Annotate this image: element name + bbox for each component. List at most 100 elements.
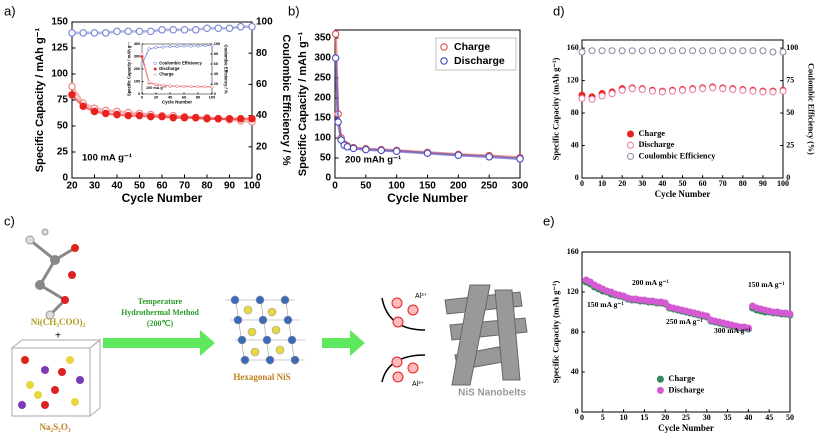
chart: 0 20 40 60 80 1000100200300400020406080100Cyc… xyxy=(126,41,228,105)
y2-tick-label: 40 xyxy=(256,110,268,121)
method-line: Temperature xyxy=(138,297,183,306)
y-tick-label: 300 xyxy=(134,54,141,59)
legend-label: Discharge xyxy=(159,66,180,71)
data-point xyxy=(182,84,186,88)
y2-tick-label: 0 xyxy=(214,91,217,96)
y-axis-label: Specific Capacity / mAh g⁻¹ xyxy=(34,28,46,173)
data-point xyxy=(203,43,207,48)
data-point xyxy=(169,26,178,34)
x-axis-label: Cycle Number xyxy=(658,423,714,433)
y-tick-label: 200 xyxy=(134,66,141,71)
y2-tick-label: 100 xyxy=(214,41,221,46)
y-tick-label: 0 xyxy=(62,173,68,184)
x-tick-label: 40 xyxy=(168,94,173,99)
x-tick-label: 70 xyxy=(719,179,727,188)
x-tick-label: 10 xyxy=(620,413,628,422)
y-tick-label: 160 xyxy=(567,43,579,52)
panel-label: c) xyxy=(4,213,15,228)
data-point xyxy=(608,90,616,98)
data-point xyxy=(749,87,757,95)
data-point xyxy=(140,62,144,66)
data-point xyxy=(158,26,166,34)
y2-tick-label: 0 xyxy=(256,173,262,184)
legend-marker xyxy=(153,61,157,65)
x-tick-label: 20 xyxy=(154,94,159,99)
data-point xyxy=(154,45,158,50)
product: Hexagonal NiS xyxy=(233,372,290,382)
legend-marker xyxy=(656,386,664,394)
data-point xyxy=(739,86,747,94)
y2-tick-label: 100 xyxy=(786,43,798,52)
x-tick-label: 0 xyxy=(141,94,144,99)
data-point xyxy=(79,29,88,37)
y-tick-label: 100 xyxy=(314,133,331,144)
legend-label: Charge xyxy=(454,41,490,53)
annotation: 200 mAh g⁻¹ xyxy=(345,155,401,166)
y-tick-label: 150 xyxy=(314,113,331,124)
data-point xyxy=(191,113,200,122)
annotation: 150 mA g⁻¹ xyxy=(587,300,624,309)
data-point xyxy=(678,47,687,55)
data-point xyxy=(678,86,687,94)
y-tick-label: 25 xyxy=(57,147,69,158)
y-tick-label: 160 xyxy=(567,247,579,256)
data-point xyxy=(578,48,586,56)
x-tick-label: 60 xyxy=(156,181,168,192)
data-point xyxy=(124,27,133,36)
x-axis-label: Cycle Number xyxy=(655,189,711,199)
x-tick-label: 30 xyxy=(89,181,101,192)
y2-tick-label: 60 xyxy=(214,61,219,66)
chart: b) 0 50 100 150 200 250 300 0 50 100 150 200 250 300 35… xyxy=(288,3,529,205)
x-tick-label: 40 xyxy=(744,413,752,422)
ion-label: Al³⁺ xyxy=(412,381,425,388)
x-tick-label: 20 xyxy=(66,181,78,192)
x-tick-label: 100 xyxy=(388,181,405,192)
data-point xyxy=(236,22,245,31)
data-point xyxy=(759,47,767,55)
data-point xyxy=(161,83,165,87)
y2-tick-label: 25 xyxy=(786,140,794,149)
data-point xyxy=(392,147,401,155)
data-point xyxy=(668,47,676,55)
y-tick-label: 40 xyxy=(571,367,579,376)
data-point xyxy=(248,22,256,31)
x-tick-label: 40 xyxy=(111,181,123,192)
data-point xyxy=(135,111,144,120)
data-point xyxy=(598,92,606,100)
legend-label: Coulombic Efficiency xyxy=(639,151,717,160)
x-tick-label: 300 xyxy=(512,181,529,192)
annotation: 300 mA g⁻¹ xyxy=(714,326,751,335)
data-point xyxy=(182,44,186,48)
x-tick-label: 30 xyxy=(638,179,646,188)
reactant-box xyxy=(10,338,102,418)
data-point xyxy=(68,82,76,91)
y2-axis-label: Coulombic Efficiency / % xyxy=(224,44,229,93)
data-point xyxy=(658,47,666,55)
x-tick-label: 150 xyxy=(419,181,436,192)
x-tick-label: 50 xyxy=(679,179,687,188)
data-point xyxy=(196,44,200,48)
y-axis-label: Specific Capacity / mAh g⁻¹ xyxy=(126,41,131,96)
data-point xyxy=(140,52,144,56)
y-tick-label: 400 xyxy=(134,41,141,46)
x-tick-label: 20 xyxy=(661,413,669,422)
y-tick-label: 0 xyxy=(138,91,141,96)
panel-label: d) xyxy=(553,3,565,18)
data-point xyxy=(180,113,189,122)
data-point xyxy=(203,24,211,32)
data-point xyxy=(719,85,727,93)
data-point xyxy=(161,45,165,49)
legend-marker xyxy=(153,67,157,71)
data-point xyxy=(658,88,666,96)
legend-label: Charge xyxy=(639,129,666,138)
data-point xyxy=(638,47,646,55)
x-tick-label: 50 xyxy=(134,181,146,192)
nanobelts xyxy=(444,284,528,386)
data-point xyxy=(749,47,757,55)
data-point xyxy=(168,44,172,49)
x-tick-label: 35 xyxy=(724,413,732,422)
y2-axis-label: Coulombic Efficiency (%) xyxy=(806,63,815,155)
y2-tick-label: 20 xyxy=(256,141,268,152)
x-tick-label: 80 xyxy=(739,179,747,188)
